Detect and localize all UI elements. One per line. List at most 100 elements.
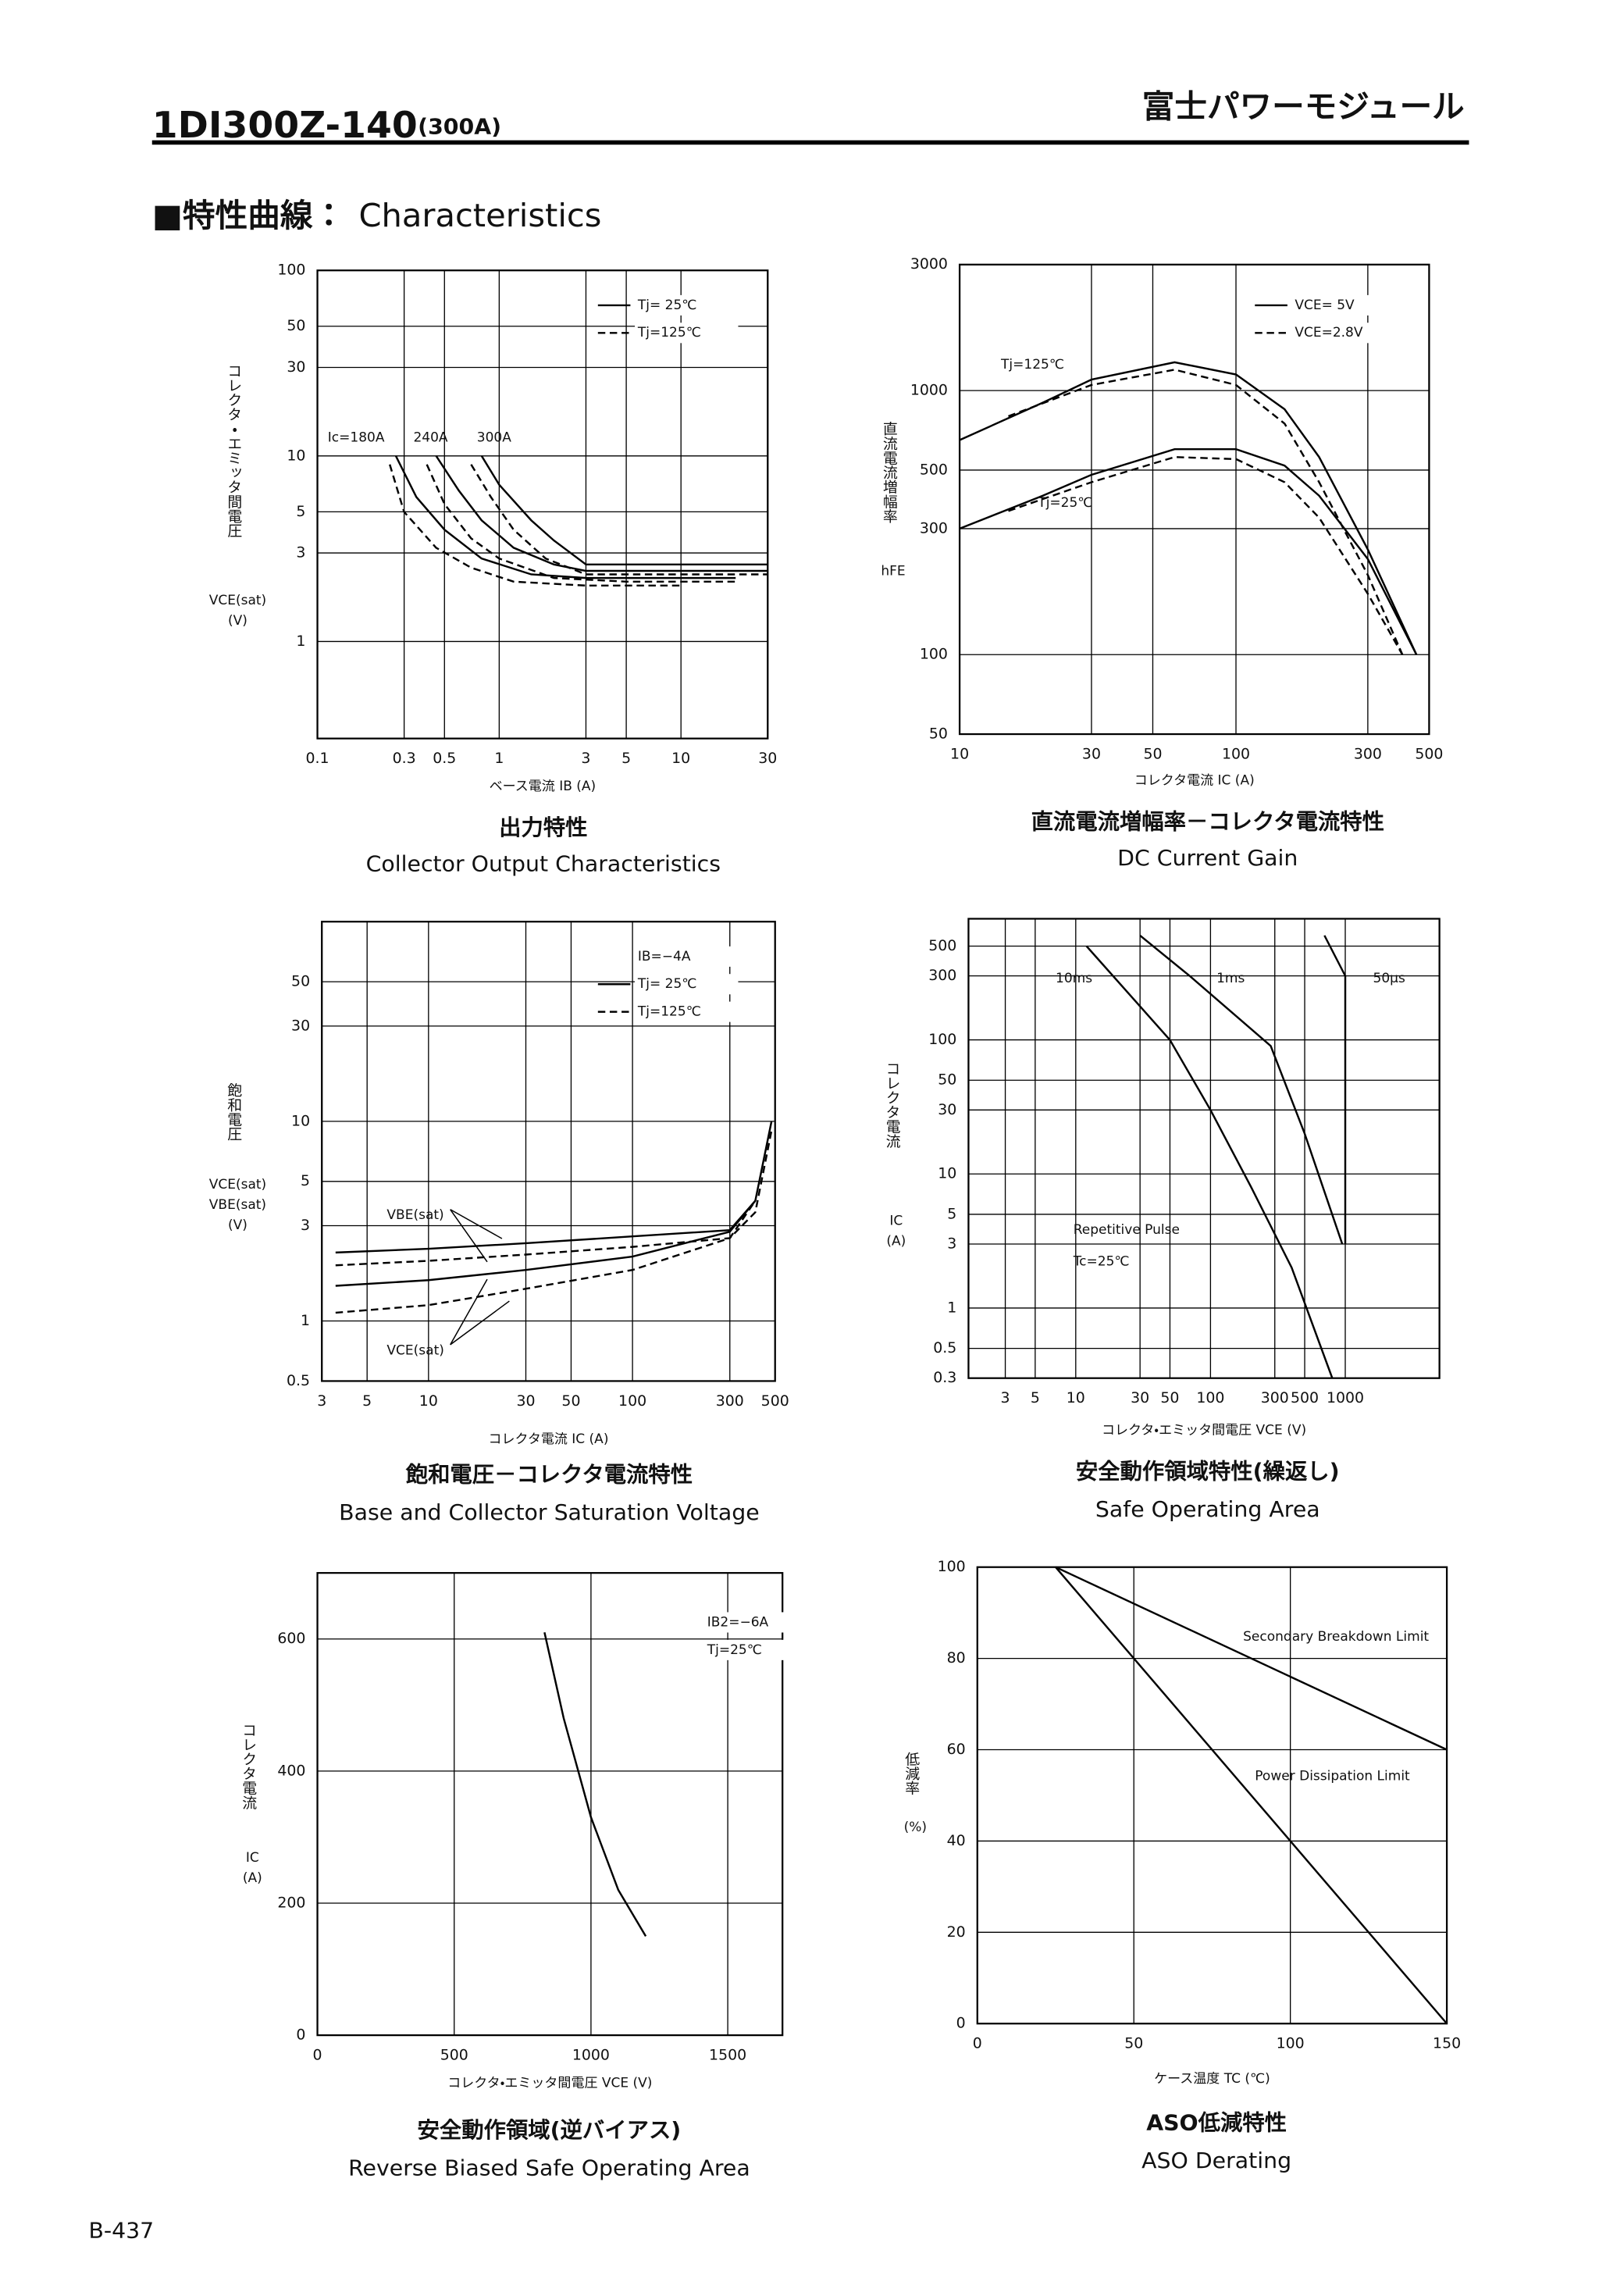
y-tick-label: 100 [920, 647, 948, 663]
x-tick-label: 0.1 [306, 750, 329, 767]
legend-bg [703, 1639, 808, 1660]
legend-bg [1291, 323, 1395, 344]
x-tick-label: 0.5 [433, 750, 456, 767]
x-tick-label: 50 [1124, 2036, 1143, 2052]
x-tick-label: 1000 [1327, 1390, 1364, 1406]
annotation: Repetitive Pulse [1074, 1221, 1180, 1237]
y-axis-unit: VCE(sat) [209, 1176, 266, 1192]
chart-title-en: ASO Derating [1141, 2148, 1291, 2173]
y-tick-label: 0.5 [933, 1340, 956, 1356]
curve [959, 361, 1418, 655]
x-tick-label: 1 [494, 750, 504, 767]
x-axis-label: ベース電流 IB (A) [490, 778, 597, 793]
x-tick-label: 50 [1160, 1390, 1179, 1406]
x-tick-label: 100 [1277, 2036, 1305, 2052]
curve [1085, 945, 1334, 1379]
y-tick-label: 100 [938, 1559, 966, 1575]
annotation: VBE(sat) [386, 1207, 443, 1222]
y-axis-unit: VCE(sat) [209, 592, 266, 608]
y-tick-label: 50 [929, 726, 948, 743]
legend-label: Tj=125℃ [637, 324, 701, 340]
curve [1008, 456, 1404, 655]
arrow [450, 1278, 488, 1346]
x-tick-label: 0 [313, 2048, 322, 2064]
curve [335, 1130, 773, 1267]
x-tick-label: 500 [1415, 747, 1443, 763]
y-tick-label: 80 [947, 1650, 966, 1667]
x-tick-label: 500 [761, 1393, 789, 1410]
x-tick-label: 500 [1291, 1390, 1319, 1406]
legend-bg [635, 974, 739, 995]
y-tick-label: 3 [301, 1217, 310, 1234]
annotation: 240A [413, 429, 448, 444]
arrow [450, 1300, 510, 1346]
x-tick-label: 300 [1354, 747, 1382, 763]
chart-title-en: Reverse Biased Safe Operating Area [348, 2155, 750, 2181]
y-axis-unit: VBE(sat) [209, 1196, 266, 1212]
y-axis-unit: IC [246, 1849, 259, 1865]
x-tick-label: 10 [419, 1393, 438, 1410]
y-tick-label: 0 [296, 2027, 305, 2044]
y-axis-label: 直流電流増幅率 [881, 421, 898, 523]
chart-title-en: Collector Output Characteristics [366, 851, 721, 877]
x-tick-label: 150 [1433, 2036, 1461, 2052]
annotation: Tj=25℃ [1037, 494, 1092, 510]
curve [335, 1200, 757, 1314]
y-axis-unit: (%) [904, 1819, 927, 1834]
y-axis-unit: (V) [228, 612, 248, 628]
y-tick-label: 50 [938, 1072, 956, 1089]
annotation: Tc=25℃ [1073, 1253, 1130, 1269]
annotation: VCE(sat) [386, 1342, 443, 1357]
x-axis-label: コレクタ・エミッタ間電圧 VCE (V) [1102, 1422, 1306, 1438]
x-tick-label: 50 [561, 1393, 580, 1410]
y-tick-label: 1 [947, 1300, 956, 1317]
x-tick-label: 30 [516, 1393, 535, 1410]
x-tick-label: 30 [1082, 747, 1101, 763]
annotation: 10ms [1056, 970, 1092, 986]
y-tick-label: 3 [947, 1236, 956, 1253]
x-tick-label: 1000 [572, 2048, 610, 2064]
x-axis-label: コレクタ・エミッタ間電圧 VCE (V) [447, 2075, 652, 2091]
arrow [450, 1209, 488, 1263]
y-tick-label: 10 [291, 1113, 310, 1129]
y-axis-label: 低減率 [903, 1752, 920, 1795]
y-tick-label: 1000 [910, 383, 948, 399]
legend-bg [635, 946, 739, 967]
legend-label: Tj=125℃ [637, 1004, 701, 1019]
y-tick-label: 0.3 [933, 1370, 956, 1386]
annotation: 1ms [1216, 970, 1245, 986]
y-axis-unit: (A) [886, 1233, 906, 1249]
legend-label: IB2=−6A [707, 1614, 769, 1630]
legend-bg [635, 294, 739, 315]
curve [959, 447, 1418, 655]
section-mark: ■特性曲線： [152, 197, 345, 234]
y-tick-label: 5 [947, 1207, 956, 1223]
y-tick-label: 30 [287, 359, 305, 376]
x-tick-label: 3 [1001, 1390, 1010, 1406]
x-tick-label: 100 [618, 1393, 646, 1410]
y-tick-label: 3 [296, 545, 305, 561]
legend-bg [1291, 294, 1395, 315]
y-axis-unit: IC [889, 1213, 903, 1228]
legend-label: Tj= 25℃ [637, 975, 697, 991]
x-axis-label: コレクタ電流 IC (A) [488, 1431, 608, 1446]
annotation: 50µs [1373, 970, 1405, 986]
y-tick-label: 50 [291, 974, 310, 990]
y-axis-unit: (V) [228, 1217, 248, 1232]
y-tick-label: 100 [928, 1032, 956, 1048]
y-tick-label: 300 [920, 521, 948, 537]
y-tick-label: 5 [301, 1173, 310, 1189]
x-tick-label: 30 [1131, 1390, 1149, 1406]
y-tick-label: 0 [956, 2016, 966, 2032]
x-axis-label: ケース温度 TC (℃) [1154, 2070, 1270, 2086]
chart-title-ja: 直流電流増幅率－コレクタ電流特性 [1031, 809, 1384, 835]
curve [470, 464, 768, 576]
chart-title-en: Safe Operating Area [1095, 1496, 1320, 1522]
chart-title-ja: 出力特性 [499, 815, 587, 840]
chart-title-ja: 飽和電圧－コレクタ電流特性 [405, 1462, 693, 1488]
annotation: Secondary Breakdown Limit [1243, 1628, 1429, 1644]
curve [1139, 934, 1344, 1245]
annotation: Power Dissipation Limit [1255, 1768, 1410, 1784]
y-tick-label: 100 [277, 262, 305, 279]
